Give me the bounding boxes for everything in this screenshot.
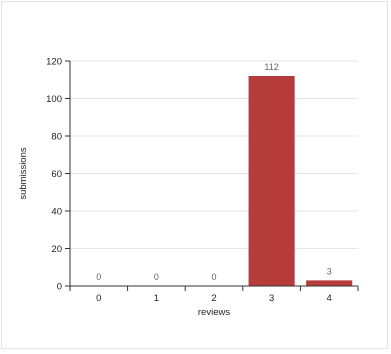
data-label: 0 xyxy=(211,272,216,282)
chart-panel: 0 20 40 60 80 100 120 0 1 2 3 4 0 0 0 112 3 reviews su… xyxy=(1,1,388,349)
bar xyxy=(306,280,353,286)
x-axis-title: reviews xyxy=(198,307,230,318)
x-tick-label: 1 xyxy=(154,293,159,304)
y-axis-title: submissions xyxy=(18,147,29,200)
x-axis-ticks: 0 1 2 3 4 xyxy=(69,286,359,304)
y-tick-label: 0 xyxy=(57,282,62,293)
data-label: 0 xyxy=(96,272,101,282)
data-label: 0 xyxy=(154,272,159,282)
data-label: 112 xyxy=(264,62,278,72)
y-tick-label: 20 xyxy=(51,244,62,255)
data-labels: 0 0 0 112 3 xyxy=(96,62,331,282)
data-label: 3 xyxy=(327,266,332,276)
x-tick-label: 3 xyxy=(269,293,274,304)
y-tick-label: 120 xyxy=(46,57,62,68)
gridlines xyxy=(70,60,358,249)
x-tick-label: 2 xyxy=(211,293,216,304)
y-tick-label: 60 xyxy=(51,169,62,180)
y-tick-label: 40 xyxy=(51,207,62,218)
bar xyxy=(248,76,295,286)
bars xyxy=(248,76,353,286)
y-tick-label: 100 xyxy=(46,94,62,105)
y-tick-label: 80 xyxy=(51,132,62,143)
y-axis-ticks: 0 20 40 60 80 100 120 xyxy=(46,57,70,293)
x-tick-label: 4 xyxy=(327,293,332,304)
x-tick-label: 0 xyxy=(96,293,101,304)
